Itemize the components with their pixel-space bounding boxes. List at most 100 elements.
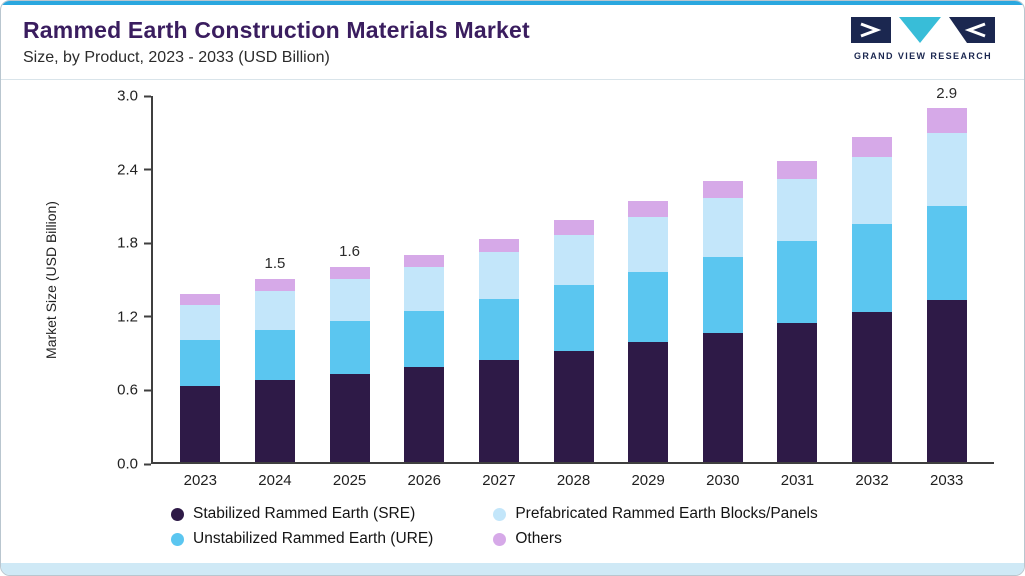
bar-segment <box>702 198 743 258</box>
y-tick-label: 3.0 <box>117 87 138 105</box>
y-axis-title: Market Size (USD Billion) <box>31 96 71 464</box>
bar-stack-2030 <box>702 181 743 462</box>
x-label-2026: 2026 <box>407 472 441 489</box>
chart-area: Market Size (USD Billion) 0.0 0.6 1.2 1.8 2.… <box>1 80 1024 555</box>
bar-2032 <box>835 96 910 462</box>
bar-segment <box>329 266 370 280</box>
bar-stack-2031 <box>777 160 818 462</box>
x-label-2032: 2032 <box>855 472 889 489</box>
legend-item: Unstabilized Rammed Earth (URE) <box>171 530 433 548</box>
bar-segment <box>404 254 445 267</box>
y-tick-label: 0.0 <box>117 455 138 473</box>
plot-bars: 1.5 1.6 2.9 <box>151 85 994 464</box>
bar-segment <box>254 330 295 381</box>
bar-segment <box>180 386 221 462</box>
bar-segment <box>852 224 893 312</box>
y-tick-label: 0.6 <box>117 381 138 399</box>
bar-segment <box>628 216 669 272</box>
x-label-2033: 2033 <box>930 472 964 489</box>
y-axis-ticks: 0.0 0.6 1.2 1.8 2.4 3.0 <box>71 88 151 473</box>
bar-stack-2032 <box>852 137 893 462</box>
bar-segment <box>254 291 295 331</box>
bar-segment <box>180 340 221 387</box>
y-axis-title-text: Market Size (USD Billion) <box>43 201 59 359</box>
x-label-2028: 2028 <box>556 472 591 489</box>
bar-segment <box>852 157 893 225</box>
bar-segment <box>254 279 295 292</box>
bar-segment <box>926 205 967 300</box>
header: Rammed Earth Construction Materials Mark… <box>1 5 1024 80</box>
legend-item: Prefabricated Rammed Earth Blocks/Panels <box>493 505 818 523</box>
bar-2031 <box>760 96 835 462</box>
bar-2033: 2.9 <box>909 85 984 463</box>
bottom-band <box>1 563 1024 575</box>
bar-segment <box>628 200 669 217</box>
bar-2024: 1.5 <box>238 96 313 462</box>
x-label-2025: 2025 <box>332 472 367 489</box>
bar-segment <box>329 279 370 321</box>
bar-segment <box>852 311 893 462</box>
y-tick-mark <box>144 315 151 318</box>
bar-segment <box>180 304 221 340</box>
y-tick-mark <box>144 168 151 171</box>
bar-segment <box>553 220 594 236</box>
bar-stack-2027 <box>478 238 519 462</box>
bar-segment <box>180 293 221 305</box>
chart-body: Market Size (USD Billion) 0.0 0.6 1.2 1.8 2.… <box>31 85 994 473</box>
bar-segment <box>852 137 893 157</box>
grand-view-research-logo: GRAND VIEW RESEARCH <box>848 17 998 61</box>
bar-stack-2023 <box>180 293 221 462</box>
y-tick-2.4: 2.4 <box>117 161 151 178</box>
bar-stack-2024 <box>254 279 295 462</box>
bar-segment <box>478 298 519 360</box>
bar-stack-2028 <box>553 220 594 462</box>
y-tick-0.6: 0.6 <box>117 382 151 399</box>
bar-2023 <box>163 96 238 462</box>
x-label-2023: 2023 <box>183 472 217 489</box>
x-label-2031: 2031 <box>780 472 815 489</box>
bar-segment <box>478 252 519 299</box>
bar-segment <box>404 310 445 367</box>
legend-swatch-icon <box>493 532 507 546</box>
x-label-2027: 2027 <box>482 472 516 489</box>
legend-label: Unstabilized Rammed Earth (URE) <box>193 530 434 547</box>
legend-swatch-icon <box>171 532 184 546</box>
logo-mark-icon <box>849 17 997 47</box>
bar-segment <box>926 132 967 206</box>
legend-label: Others <box>515 530 562 547</box>
y-tick-1.8: 1.8 <box>117 235 151 252</box>
y-tick-1.2: 1.2 <box>117 308 151 325</box>
legend-label: Stabilized Rammed Earth (SRE) <box>193 505 416 522</box>
y-tick-0.0: 0.0 <box>117 456 151 473</box>
bar-segment <box>478 238 519 253</box>
bar-value-label-2024: 1.5 <box>264 255 286 272</box>
logo-text: GRAND VIEW RESEARCH <box>853 51 993 61</box>
bar-stack-2033 <box>926 108 967 463</box>
legend-swatch-icon <box>171 507 184 521</box>
y-tick-mark <box>144 242 151 245</box>
bar-segment <box>926 299 967 463</box>
legend-label: Prefabricated Rammed Earth Blocks/Panels <box>515 505 818 522</box>
x-label-2029: 2029 <box>631 472 665 489</box>
x-label-2024: 2024 <box>258 472 292 489</box>
y-tick-mark <box>144 389 151 392</box>
legend: Stabilized Rammed Earth (SRE) Prefabricat… <box>171 505 994 548</box>
bar-value-label-2025: 1.6 <box>339 242 361 260</box>
bar-segment <box>777 241 818 323</box>
y-tick-label: 2.4 <box>117 161 138 179</box>
bar-segment <box>702 257 743 333</box>
x-label-2030: 2030 <box>706 472 740 489</box>
top-accent-line <box>1 1 1024 5</box>
legend-swatch-icon <box>493 507 507 521</box>
bar-segment <box>628 342 669 463</box>
bar-value-label-2033: 2.9 <box>936 85 958 103</box>
legend-item: Others <box>493 530 817 548</box>
bar-2026 <box>387 96 462 463</box>
bar-stack-2029 <box>628 200 669 463</box>
bar-segment <box>553 235 594 286</box>
bar-segment <box>777 178 818 242</box>
bar-2027 <box>462 96 537 462</box>
bar-segment <box>404 366 445 463</box>
bar-segment <box>777 160 818 179</box>
